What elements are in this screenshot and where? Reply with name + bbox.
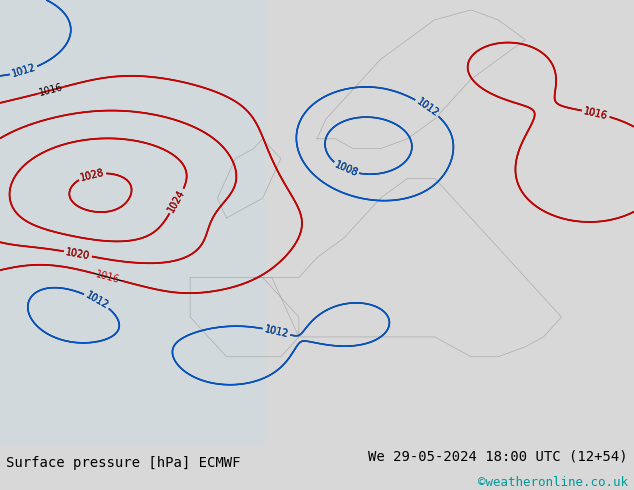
Text: 1012: 1012	[263, 324, 290, 339]
Text: 1028: 1028	[79, 167, 105, 182]
Text: 1008: 1008	[333, 160, 359, 179]
Text: We 29-05-2024 18:00 UTC (12+54): We 29-05-2024 18:00 UTC (12+54)	[368, 450, 628, 464]
Text: 1012: 1012	[415, 96, 441, 119]
Text: 1012: 1012	[11, 63, 37, 79]
Text: Surface pressure [hPa] ECMWF: Surface pressure [hPa] ECMWF	[6, 456, 241, 469]
Text: ©weatheronline.co.uk: ©weatheronline.co.uk	[477, 476, 628, 489]
Text: 1012: 1012	[11, 63, 37, 79]
Text: 1024: 1024	[166, 188, 187, 214]
Text: 1016: 1016	[95, 269, 121, 285]
Text: 1012: 1012	[84, 290, 110, 311]
Text: 1024: 1024	[166, 188, 187, 214]
Text: 1016: 1016	[38, 82, 64, 98]
Text: 1028: 1028	[79, 167, 105, 182]
Text: 1012: 1012	[84, 290, 110, 311]
Text: 1020: 1020	[65, 246, 91, 261]
Text: 1020: 1020	[65, 246, 91, 261]
Polygon shape	[0, 0, 266, 446]
Text: 1008: 1008	[333, 160, 359, 179]
Text: 1016: 1016	[583, 106, 609, 121]
Text: 1016: 1016	[583, 106, 609, 121]
Text: 1012: 1012	[415, 96, 441, 119]
Text: 1012: 1012	[263, 324, 290, 339]
